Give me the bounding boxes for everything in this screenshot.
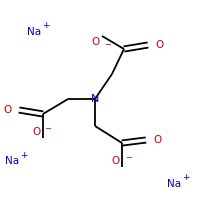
Text: O: O (92, 37, 100, 47)
Text: O: O (112, 156, 120, 166)
Text: −: − (44, 124, 52, 133)
Text: N: N (91, 94, 99, 104)
Text: O: O (33, 127, 41, 137)
Text: O: O (4, 105, 12, 115)
Text: Na: Na (5, 156, 19, 166)
Text: −: − (126, 153, 132, 162)
Text: +: + (182, 173, 190, 182)
Text: O: O (155, 40, 163, 50)
Text: Na: Na (167, 179, 181, 189)
Text: O: O (153, 135, 161, 145)
Text: Na: Na (27, 27, 41, 37)
Text: −: − (104, 40, 112, 49)
Text: +: + (42, 21, 50, 30)
Text: +: + (20, 150, 28, 160)
